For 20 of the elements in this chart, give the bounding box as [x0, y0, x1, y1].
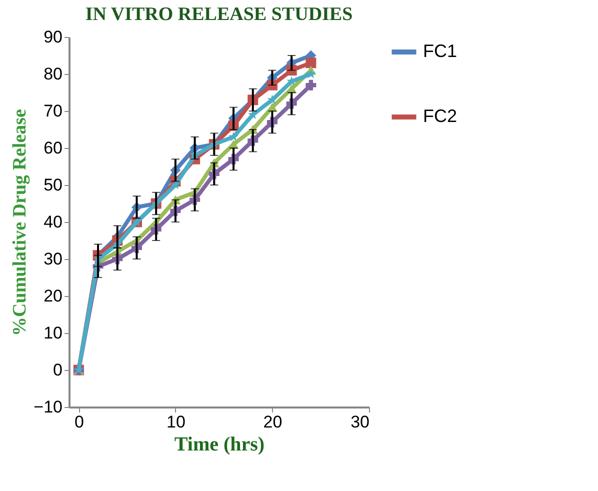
chart-title: IN VITRO RELEASE STUDIES: [85, 4, 353, 25]
y-tick-label: −10: [34, 398, 62, 416]
legend-label: FC2: [423, 106, 458, 126]
x-tick-label: 20: [263, 412, 282, 432]
x-tick-label: 10: [166, 412, 186, 432]
y-tick-label: 50: [44, 176, 62, 194]
y-tick-label: 80: [44, 64, 62, 84]
y-tick-label: 90: [44, 28, 62, 46]
y-tick-label: 20: [44, 286, 62, 306]
x-axis-title: Time (hrs): [174, 434, 265, 456]
y-tick-label: 70: [44, 102, 62, 120]
y-tick-label: 30: [44, 250, 62, 268]
x-tick-label: 0: [74, 412, 84, 432]
x-tick-label: 30: [350, 412, 370, 432]
legend-label: FC1: [423, 41, 458, 61]
y-axis-title: %Cumulative Drug Release: [10, 109, 31, 336]
y-tick-label: 40: [44, 212, 62, 232]
y-tick-label: 60: [44, 138, 62, 158]
y-tick-label: 0: [53, 360, 62, 380]
y-tick-label: 10: [44, 324, 62, 342]
